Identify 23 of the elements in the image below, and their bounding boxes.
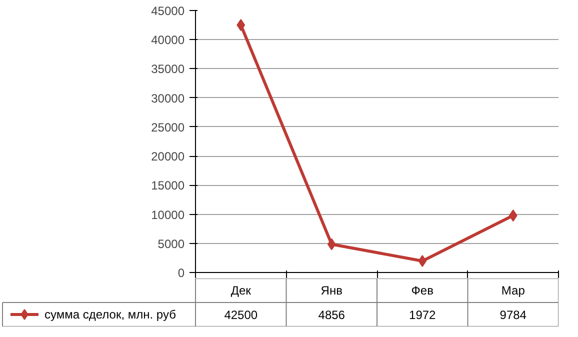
y-tick-label: 30000 [151, 91, 185, 106]
y-tick-label: 35000 [151, 62, 185, 76]
x-tick-label: Мар [501, 284, 526, 298]
y-tick-label: 25000 [151, 120, 185, 134]
point [418, 255, 427, 268]
data-label: 4856 [318, 308, 346, 322]
data-label: 1972 [409, 308, 436, 322]
y-tick-label: 20000 [151, 150, 185, 164]
y-tick-label: 0 [178, 266, 185, 280]
y-tick-label: 5000 [158, 236, 185, 251]
y-tick-label: 10000 [151, 208, 185, 222]
x-tick-label: Фев [411, 284, 434, 298]
y-tick-label: 15000 [151, 178, 185, 193]
legend-label: сумма сделок, млн. руб [44, 308, 176, 322]
point [508, 210, 518, 222]
y-tick-label: 40000 [151, 33, 185, 48]
point [236, 19, 246, 32]
point [327, 238, 336, 250]
data-label: 42500 [224, 308, 258, 322]
data-label: 9784 [500, 308, 527, 322]
x-tick-label: Дек [230, 284, 252, 298]
x-tick-label: Янв [320, 284, 342, 298]
y-tick-label: 45000 [151, 4, 185, 18]
